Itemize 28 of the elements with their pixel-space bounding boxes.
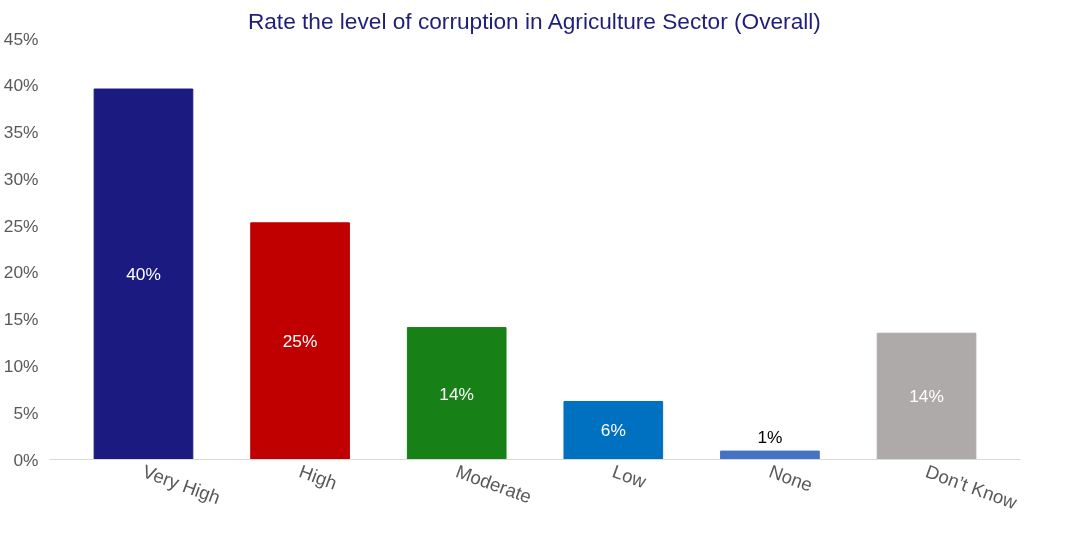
data-label: 14% [909,386,944,407]
y-tick-label: 30% [3,168,39,189]
y-tick-label: 20% [3,262,39,283]
x-tick-label: Don’t Know [922,460,1021,514]
data-label: 1% [757,427,783,448]
chart-title: Rate the level of corruption in Agriculture Sector (Overall) [247,7,821,34]
bar [406,327,507,460]
data-label: 6% [600,420,626,441]
y-tick-label: 45% [3,28,39,49]
bar [876,332,977,460]
y-tick-label: 5% [13,402,39,423]
bar [93,88,194,460]
data-label: 25% [282,331,318,352]
data-label: 14% [439,383,475,404]
bar [250,222,350,460]
y-tick-label: 35% [3,122,39,143]
x-tick-label: Very High [139,460,224,509]
y-tick-label: 10% [3,355,39,376]
x-tick-label: Low [609,460,650,493]
bar [720,450,820,460]
y-tick-label: 25% [3,215,39,236]
y-tick-label: 15% [3,309,39,330]
x-tick-label: High [296,460,340,494]
data-label: 40% [126,264,161,285]
bar [563,401,664,460]
x-tick-label: None [766,460,816,496]
y-tick-label: 0% [13,449,39,470]
y-tick-label: 40% [3,75,39,96]
